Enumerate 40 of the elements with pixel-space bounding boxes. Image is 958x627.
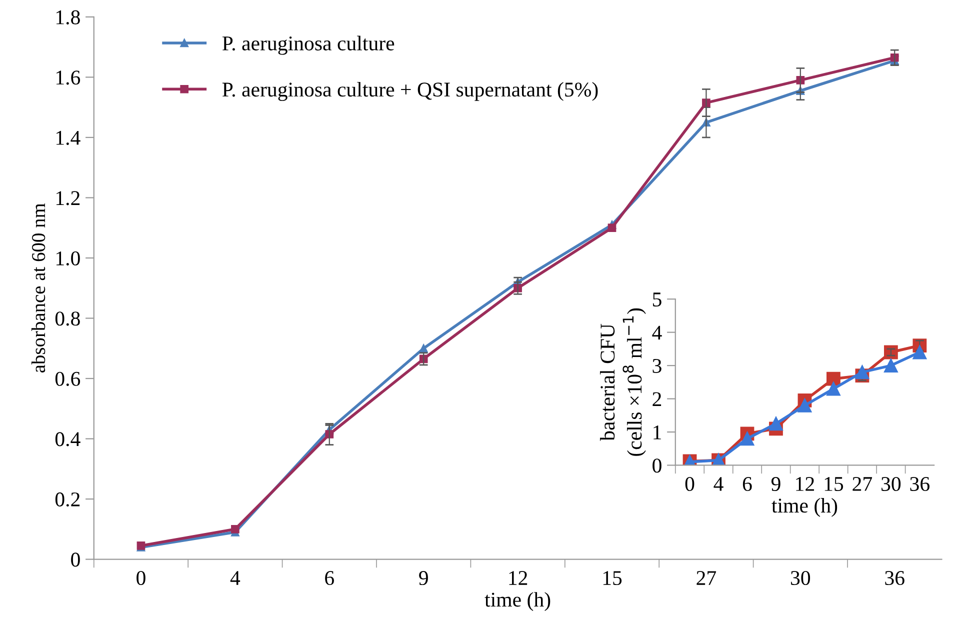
legend-label: P. aeruginosa culture	[222, 36, 394, 55]
x-axis-title: time (h)	[484, 592, 550, 611]
x-tick-label: 15	[603, 571, 622, 586]
y-tick-label: 1.2	[56, 191, 80, 206]
x-tick-label: 12	[796, 477, 814, 491]
x-tick-label: 4	[230, 571, 240, 585]
x-tick-label: 6	[742, 477, 752, 492]
y-tick-label: 0.4	[55, 432, 80, 446]
y-tick-label: 0	[652, 458, 662, 473]
x-tick-label: 30	[790, 570, 810, 586]
y-tick-label: 4	[652, 326, 662, 340]
y-tick-label: 1.8	[56, 10, 80, 24]
y-tick-label: 0.6	[55, 372, 80, 386]
y-tick-label: 1.4	[56, 130, 80, 145]
x-tick-label: 36	[910, 477, 930, 492]
x-tick-label: 36	[885, 571, 904, 586]
y-axis-title: absorbance at 600 nm	[31, 203, 46, 372]
x-tick-label: 30	[882, 476, 901, 492]
y-tick-label: 1.6	[56, 70, 80, 85]
x-tick-label: 0	[685, 476, 694, 492]
y-tick-label: 1.0	[56, 251, 80, 266]
x-tick-label: 6	[325, 571, 334, 586]
x-tick-label: 12	[509, 571, 528, 585]
x-tick-label: 9	[771, 477, 780, 492]
y-tick-label: 5	[652, 292, 662, 307]
x-tick-label: 4	[714, 477, 724, 491]
y-tick-label: 3	[652, 358, 662, 373]
y-axis-title: bacterial CFU (cells ×10$^{8}$ ml$^{−1}$)	[600, 308, 646, 456]
x-tick-label: 27	[696, 571, 716, 585]
y-tick-label: 0	[71, 552, 80, 567]
x-tick-label: 15	[824, 477, 844, 492]
x-axis-title: time (h)	[772, 498, 838, 517]
y-tick-label: 1	[654, 425, 661, 440]
x-tick-label: 27	[852, 477, 872, 491]
x-tick-label: 9	[419, 571, 428, 586]
y-tick-label: 0.8	[55, 312, 80, 326]
y-tick-label: 2	[652, 392, 662, 406]
legend-label: P. aeruginosa culture + QSI supernatant (5%)	[222, 82, 598, 101]
y-tick-label: 0.2	[55, 492, 80, 507]
x-tick-label: 0	[136, 570, 146, 586]
